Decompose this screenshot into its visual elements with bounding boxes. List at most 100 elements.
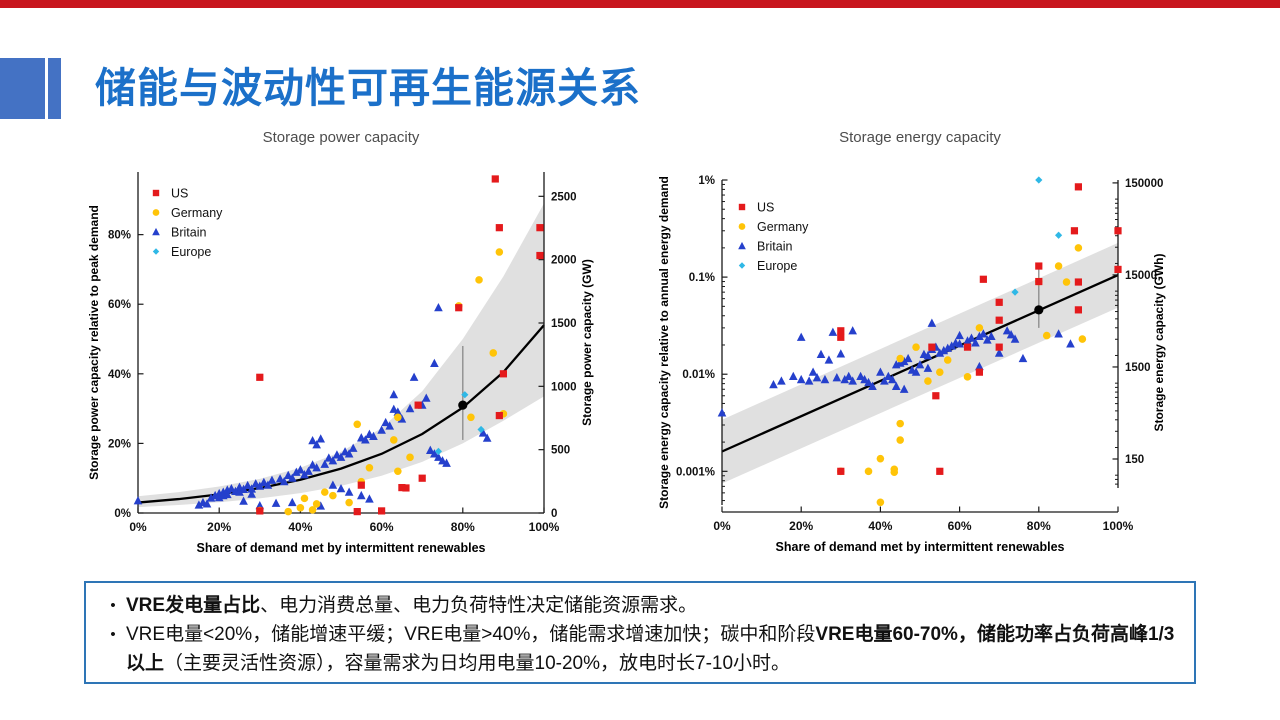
point-britain	[820, 374, 830, 384]
legend-marker-us	[152, 189, 160, 197]
x-tick-label: 100%	[529, 520, 560, 534]
x-tick-label: 0%	[129, 520, 147, 534]
point-germany	[300, 494, 309, 503]
y-left-axis-label: Storage power capacity relative to peak …	[87, 205, 101, 480]
point-britain	[1054, 329, 1063, 338]
y-right-tick-label: 1500	[551, 318, 577, 330]
point-britain	[385, 421, 395, 430]
point-britain	[377, 425, 386, 434]
legend-marker-britain	[738, 241, 746, 250]
y-right-tick-label: 15000	[1125, 270, 1157, 282]
y-right-tick-label: 150000	[1125, 178, 1163, 190]
point-britain	[478, 428, 488, 437]
point-britain	[836, 349, 846, 358]
x-tick-label: 40%	[288, 520, 312, 534]
point-germany	[475, 276, 483, 284]
point-us	[536, 224, 544, 232]
point-germany	[912, 343, 920, 351]
top-accent-bar	[0, 0, 1280, 8]
point-britain	[320, 459, 330, 468]
point-britain	[430, 358, 439, 367]
trend-line	[137, 324, 545, 504]
point-us	[378, 507, 386, 515]
point-europe	[434, 447, 443, 456]
point-britain	[271, 498, 281, 507]
point-britain	[336, 452, 346, 461]
storage-power-capacity-chart: 0% 20% 40% 60% 80% 100% 0% 20% 40% 60% 80% 0 500 1000…	[87, 129, 594, 555]
point-britain	[336, 483, 346, 493]
point-britain	[328, 456, 338, 465]
point-britain	[864, 377, 873, 387]
point-germany	[365, 463, 374, 472]
point-britain	[955, 339, 964, 348]
point-britain	[482, 433, 492, 442]
point-britain	[324, 453, 334, 462]
y-left-tick-label: 40%	[108, 369, 131, 381]
point-us	[256, 373, 264, 381]
point-britain	[344, 449, 354, 458]
point-us	[995, 316, 1003, 324]
point-britain	[381, 417, 390, 427]
legend-label-us: US	[757, 201, 774, 215]
point-britain	[316, 434, 326, 443]
point-us	[398, 483, 406, 492]
point-britain	[304, 466, 313, 475]
bullet-marker: •	[110, 597, 116, 614]
y-right-tick-label: 2000	[551, 255, 577, 267]
y-right-tick-label: 150	[1125, 454, 1144, 466]
point-us	[536, 251, 544, 260]
x-tick-label: 40%	[868, 519, 892, 533]
point-britain	[911, 367, 921, 376]
point-britain	[344, 487, 354, 496]
point-germany	[390, 436, 398, 444]
point-britain	[717, 408, 727, 417]
point-germany	[1062, 278, 1071, 286]
point-britain	[943, 343, 953, 352]
point-britain	[848, 376, 857, 385]
point-britain	[409, 372, 419, 381]
point-us	[1070, 227, 1079, 235]
point-germany	[864, 467, 873, 476]
point-germany	[936, 368, 944, 376]
point-us	[837, 327, 845, 335]
point-britain	[194, 500, 204, 509]
point-us	[499, 370, 507, 378]
bullet-text-segment: VRE发电量占比	[126, 595, 261, 616]
point-europe	[1035, 176, 1043, 184]
point-germany	[876, 454, 885, 463]
point-britain	[389, 390, 399, 399]
x-tick-label: 20%	[207, 520, 231, 534]
point-britain	[356, 490, 366, 500]
point-germany	[975, 324, 984, 332]
point-britain	[844, 371, 854, 380]
point-germany	[924, 377, 932, 385]
point-germany	[394, 467, 402, 476]
y-right-tick-label: 1000	[551, 381, 577, 393]
y-left-tick-label: 0%	[114, 508, 131, 520]
point-britain	[840, 374, 850, 384]
point-us	[414, 401, 422, 409]
legend-marker-us	[738, 203, 746, 211]
point-germany	[394, 413, 402, 422]
point-britain	[426, 445, 435, 454]
point-britain	[899, 356, 909, 366]
point-germany	[890, 468, 899, 476]
legend-label-europe: Europe	[757, 259, 797, 273]
point-germany	[320, 488, 329, 496]
y-left-tick-label: 80%	[108, 230, 131, 242]
y-left-axis-label: Storage energy capacity relative to annu…	[657, 176, 671, 509]
point-us	[491, 175, 499, 183]
point-britain	[975, 331, 984, 341]
bullet-text-segment: VRE电量<20%，储能增速平缓；VRE电量>40%，储能需求增速加快；碳中和阶…	[126, 624, 816, 645]
point-britain	[899, 384, 909, 393]
point-germany	[1074, 244, 1083, 252]
point-britain	[971, 338, 980, 347]
point-britain	[788, 371, 798, 380]
point-germany	[406, 453, 414, 462]
point-germany	[1042, 331, 1051, 340]
point-britain	[856, 371, 865, 380]
legend-marker-germany	[738, 223, 746, 230]
legend-label-germany: Germany	[171, 206, 223, 220]
point-britain	[903, 353, 913, 363]
